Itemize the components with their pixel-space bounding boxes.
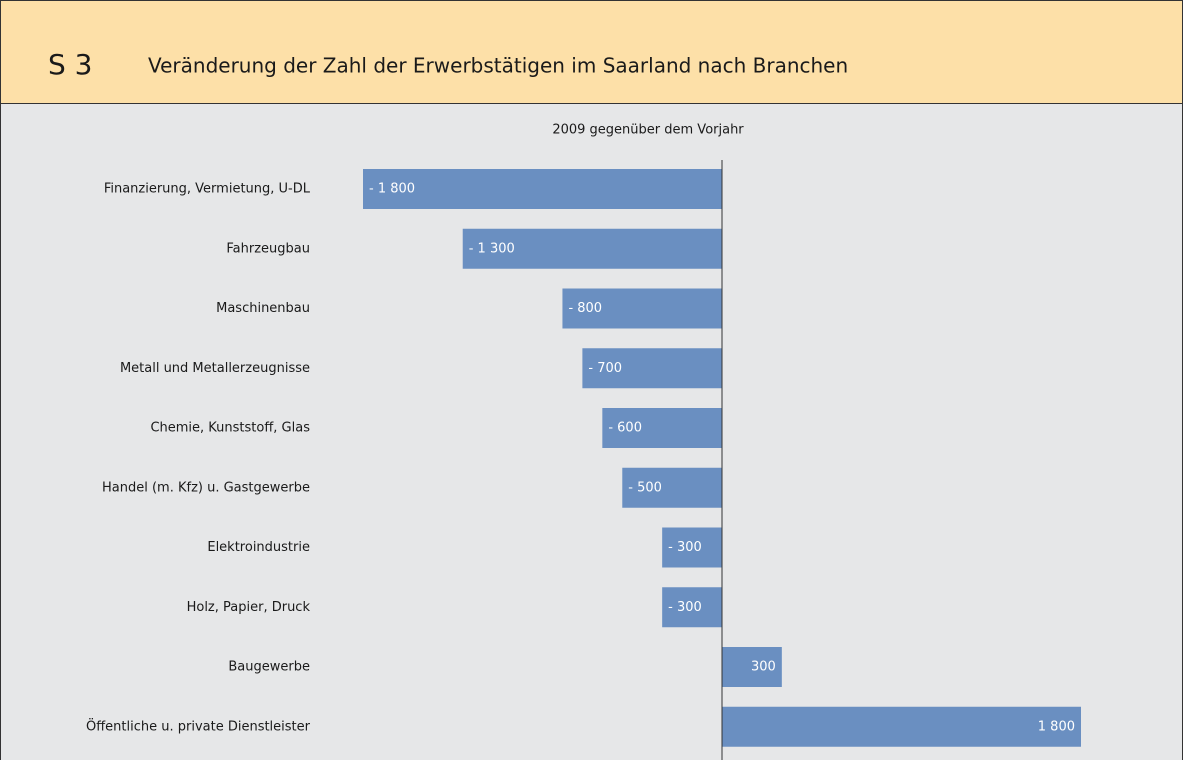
bar	[662, 587, 722, 628]
bar	[722, 706, 1081, 747]
bar	[462, 228, 722, 269]
bar	[363, 169, 722, 209]
value-label: - 700	[588, 361, 622, 376]
y-tick-label: Elektroindustrie	[207, 540, 310, 555]
bar	[662, 527, 722, 568]
bar	[722, 647, 782, 687]
chart-subtitle: 2009 gegenüber dem Vorjahr	[552, 123, 744, 138]
y-tick-label: Finanzierung, Vermietung, U-DL	[104, 182, 311, 197]
value-label: - 600	[608, 421, 642, 436]
bar	[622, 467, 722, 508]
value-label: - 800	[568, 301, 602, 316]
value-label: - 500	[628, 480, 662, 495]
header	[0, 0, 1183, 104]
y-tick-label: Maschinenbau	[216, 301, 310, 316]
value-label: 1 800	[1038, 719, 1075, 734]
bar	[602, 408, 722, 448]
value-label: - 1 800	[369, 182, 415, 197]
value-label: - 300	[668, 540, 702, 555]
value-label: - 300	[668, 600, 702, 615]
value-label: - 1 300	[469, 241, 515, 256]
bar	[582, 348, 722, 389]
y-tick-label: Holz, Papier, Druck	[187, 600, 311, 615]
chart-label: S 3	[48, 48, 93, 81]
y-tick-label: Chemie, Kunststoff, Glas	[150, 421, 310, 436]
y-tick-label: Öffentliche u. private Dienstleister	[86, 717, 311, 734]
y-tick-label: Fahrzeugbau	[226, 241, 310, 256]
value-label: 300	[751, 660, 776, 675]
chart-title: Veränderung der Zahl der Erwerbstätigen …	[148, 54, 848, 78]
y-tick-label: Baugewerbe	[228, 660, 310, 675]
y-tick-label: Metall und Metallerzeugnisse	[120, 361, 310, 376]
y-tick-label: Handel (m. Kfz) u. Gastgewerbe	[102, 480, 310, 495]
bar	[562, 288, 722, 329]
